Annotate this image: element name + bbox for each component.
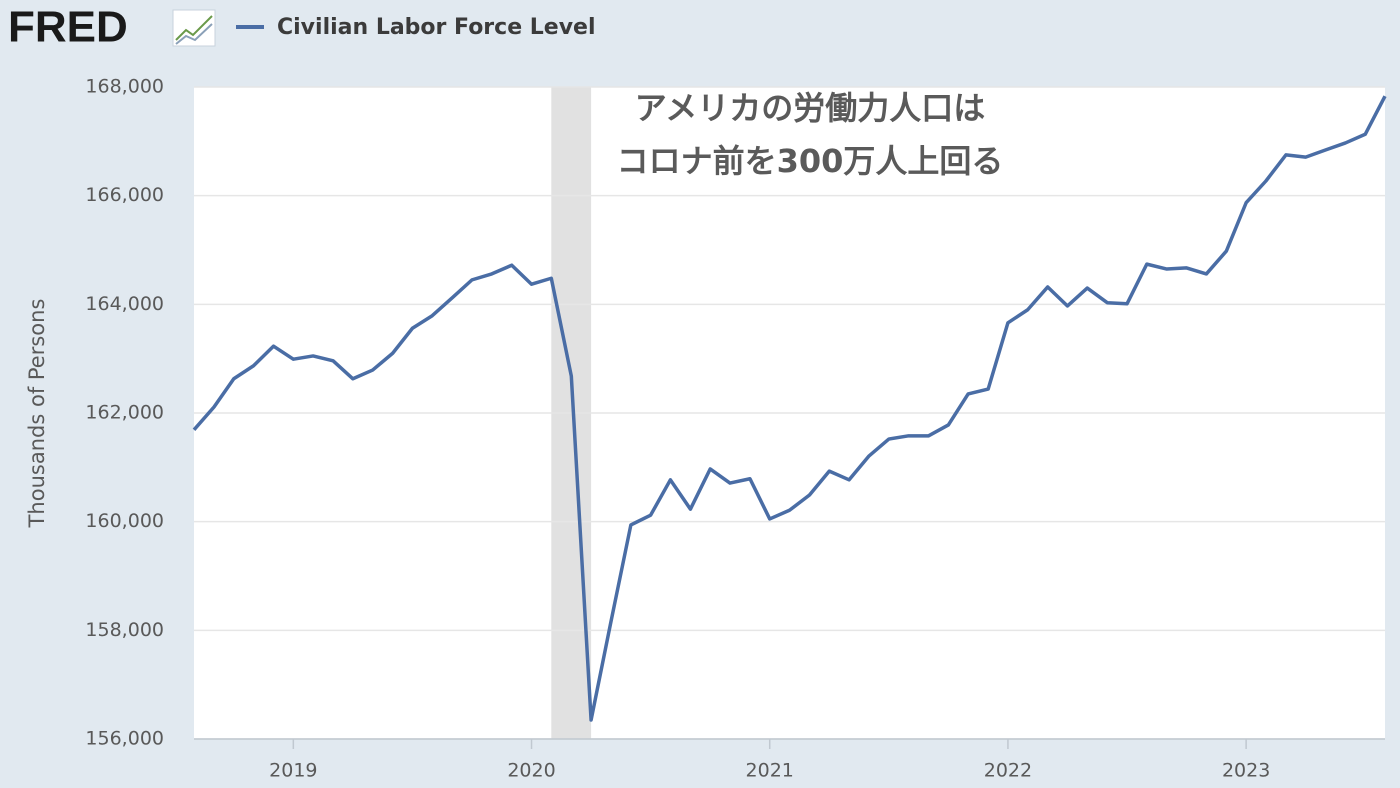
x-tick-label: 2023 xyxy=(1222,760,1270,782)
y-tick-label: 166,000 xyxy=(85,184,164,206)
x-tick-label: 2022 xyxy=(984,760,1032,782)
y-tick-label: 156,000 xyxy=(85,728,164,750)
legend-label: Civilian Labor Force Level xyxy=(277,15,596,40)
data-line xyxy=(192,95,1387,722)
y-axis-label: Thousands of Persons xyxy=(25,299,49,529)
y-tick-label: 160,000 xyxy=(85,510,164,532)
x-tick-label: 2021 xyxy=(746,760,794,782)
logo-icon xyxy=(172,9,216,47)
y-tick-label: 168,000 xyxy=(85,76,164,98)
annotation: アメリカの労働力人口は xyxy=(635,89,985,127)
y-tick-label: 162,000 xyxy=(85,402,164,424)
annotation: コロナ前を300万人上回る xyxy=(617,142,1004,180)
x-tick-label: 2020 xyxy=(507,760,555,782)
y-tick-label: 158,000 xyxy=(85,619,164,641)
y-tick-label: 164,000 xyxy=(85,293,164,315)
x-tick-label: 2019 xyxy=(269,760,317,782)
logo: FRED xyxy=(8,3,128,52)
